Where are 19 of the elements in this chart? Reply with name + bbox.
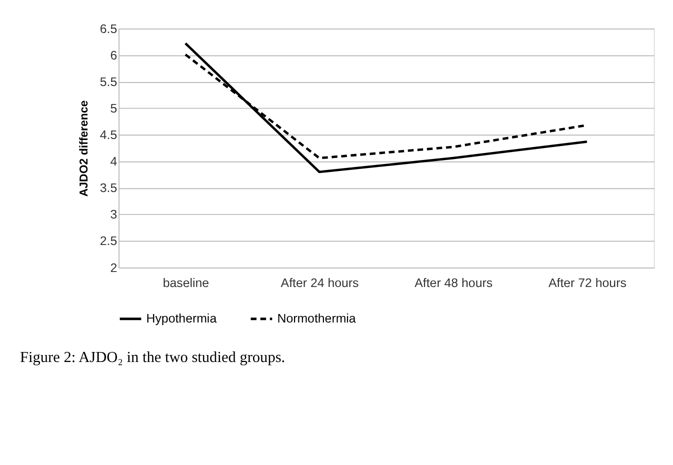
y-tick-label: 6.5 <box>100 22 118 36</box>
y-tick-label: 4 <box>110 154 118 169</box>
caption: Figure 2: AJDO₂ in the two studied groups. <box>20 349 286 366</box>
line-series <box>184 42 588 174</box>
y-tick-label: 2 <box>110 260 118 275</box>
x-tick-label: After 24 hours <box>280 276 359 290</box>
x-tick-label: baseline <box>162 276 210 290</box>
legend-label: Normothermia <box>277 312 356 326</box>
y-tick-label: 2.5 <box>100 234 118 248</box>
y-tick-label: 4.5 <box>100 128 118 142</box>
x-tick-label: After 48 hours <box>414 276 493 290</box>
y-axis-title: AJDO2 difference <box>78 100 90 197</box>
x-tick-label: After 72 hours <box>548 276 626 290</box>
y-tick-label: 6 <box>110 48 118 62</box>
y-tick-label: 3 <box>110 208 118 222</box>
y-tick-label: 3.5 <box>100 181 118 196</box>
legend-label: Hypothermia <box>146 312 217 326</box>
y-tick-label: 5.5 <box>100 74 118 89</box>
y-tick-label: 5 <box>110 101 118 116</box>
